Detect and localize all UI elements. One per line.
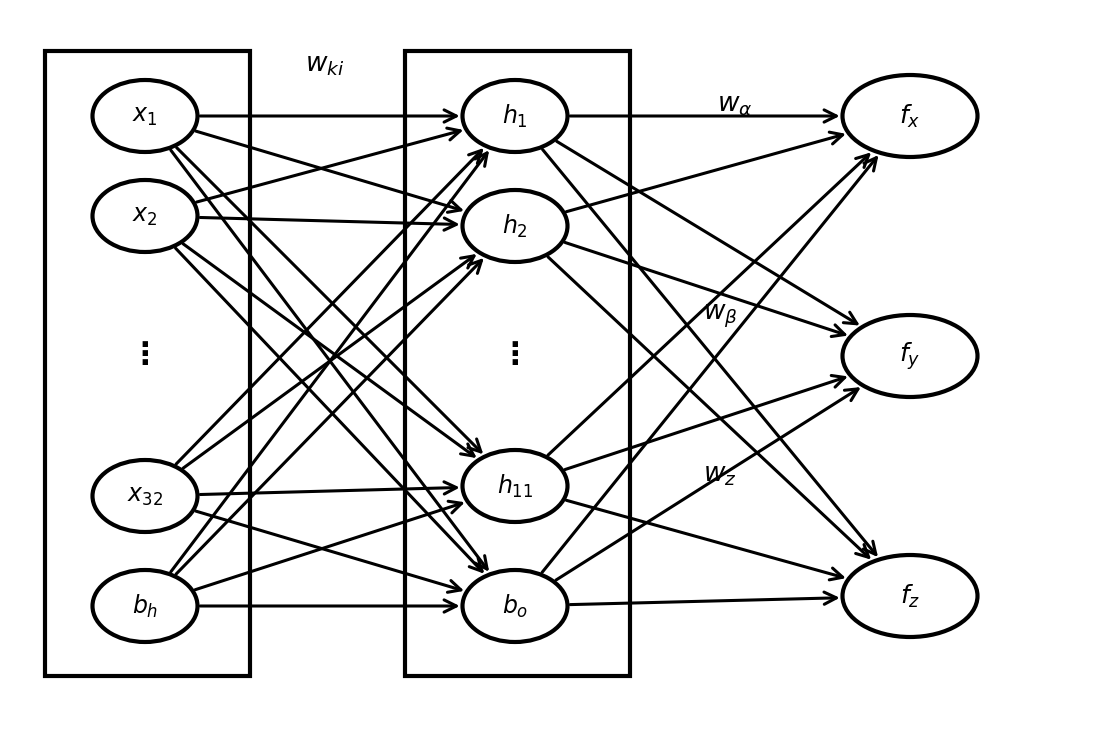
Ellipse shape <box>93 460 198 532</box>
Text: $f_y$: $f_y$ <box>899 340 921 372</box>
Text: $f_z$: $f_z$ <box>900 582 920 610</box>
Text: ⋮: ⋮ <box>500 342 531 370</box>
Text: $w_{\beta}$: $w_{\beta}$ <box>702 303 737 330</box>
Text: ⋮: ⋮ <box>130 342 160 370</box>
Ellipse shape <box>463 190 568 262</box>
Text: $h_{11}$: $h_{11}$ <box>497 472 533 499</box>
Text: $x_{32}$: $x_{32}$ <box>127 484 163 508</box>
Ellipse shape <box>93 570 198 642</box>
Ellipse shape <box>842 75 978 157</box>
Text: $h_2$: $h_2$ <box>502 213 528 240</box>
Ellipse shape <box>463 570 568 642</box>
Ellipse shape <box>463 80 568 152</box>
Text: $w_z$: $w_z$ <box>703 463 737 488</box>
Bar <box>45 51 251 676</box>
Text: $w_{\alpha}$: $w_{\alpha}$ <box>718 94 753 119</box>
Text: $x_2$: $x_2$ <box>132 204 158 228</box>
Ellipse shape <box>463 450 568 522</box>
Text: $x_1$: $x_1$ <box>132 104 158 128</box>
Ellipse shape <box>842 315 978 397</box>
Ellipse shape <box>842 555 978 637</box>
Text: $h_1$: $h_1$ <box>502 102 528 130</box>
Text: $w_{ki}$: $w_{ki}$ <box>305 53 345 79</box>
Text: $b_o$: $b_o$ <box>502 593 528 620</box>
Bar <box>405 51 630 676</box>
Ellipse shape <box>93 180 198 252</box>
Ellipse shape <box>93 80 198 152</box>
Text: $f_x$: $f_x$ <box>899 102 921 130</box>
Text: $b_h$: $b_h$ <box>132 593 159 620</box>
